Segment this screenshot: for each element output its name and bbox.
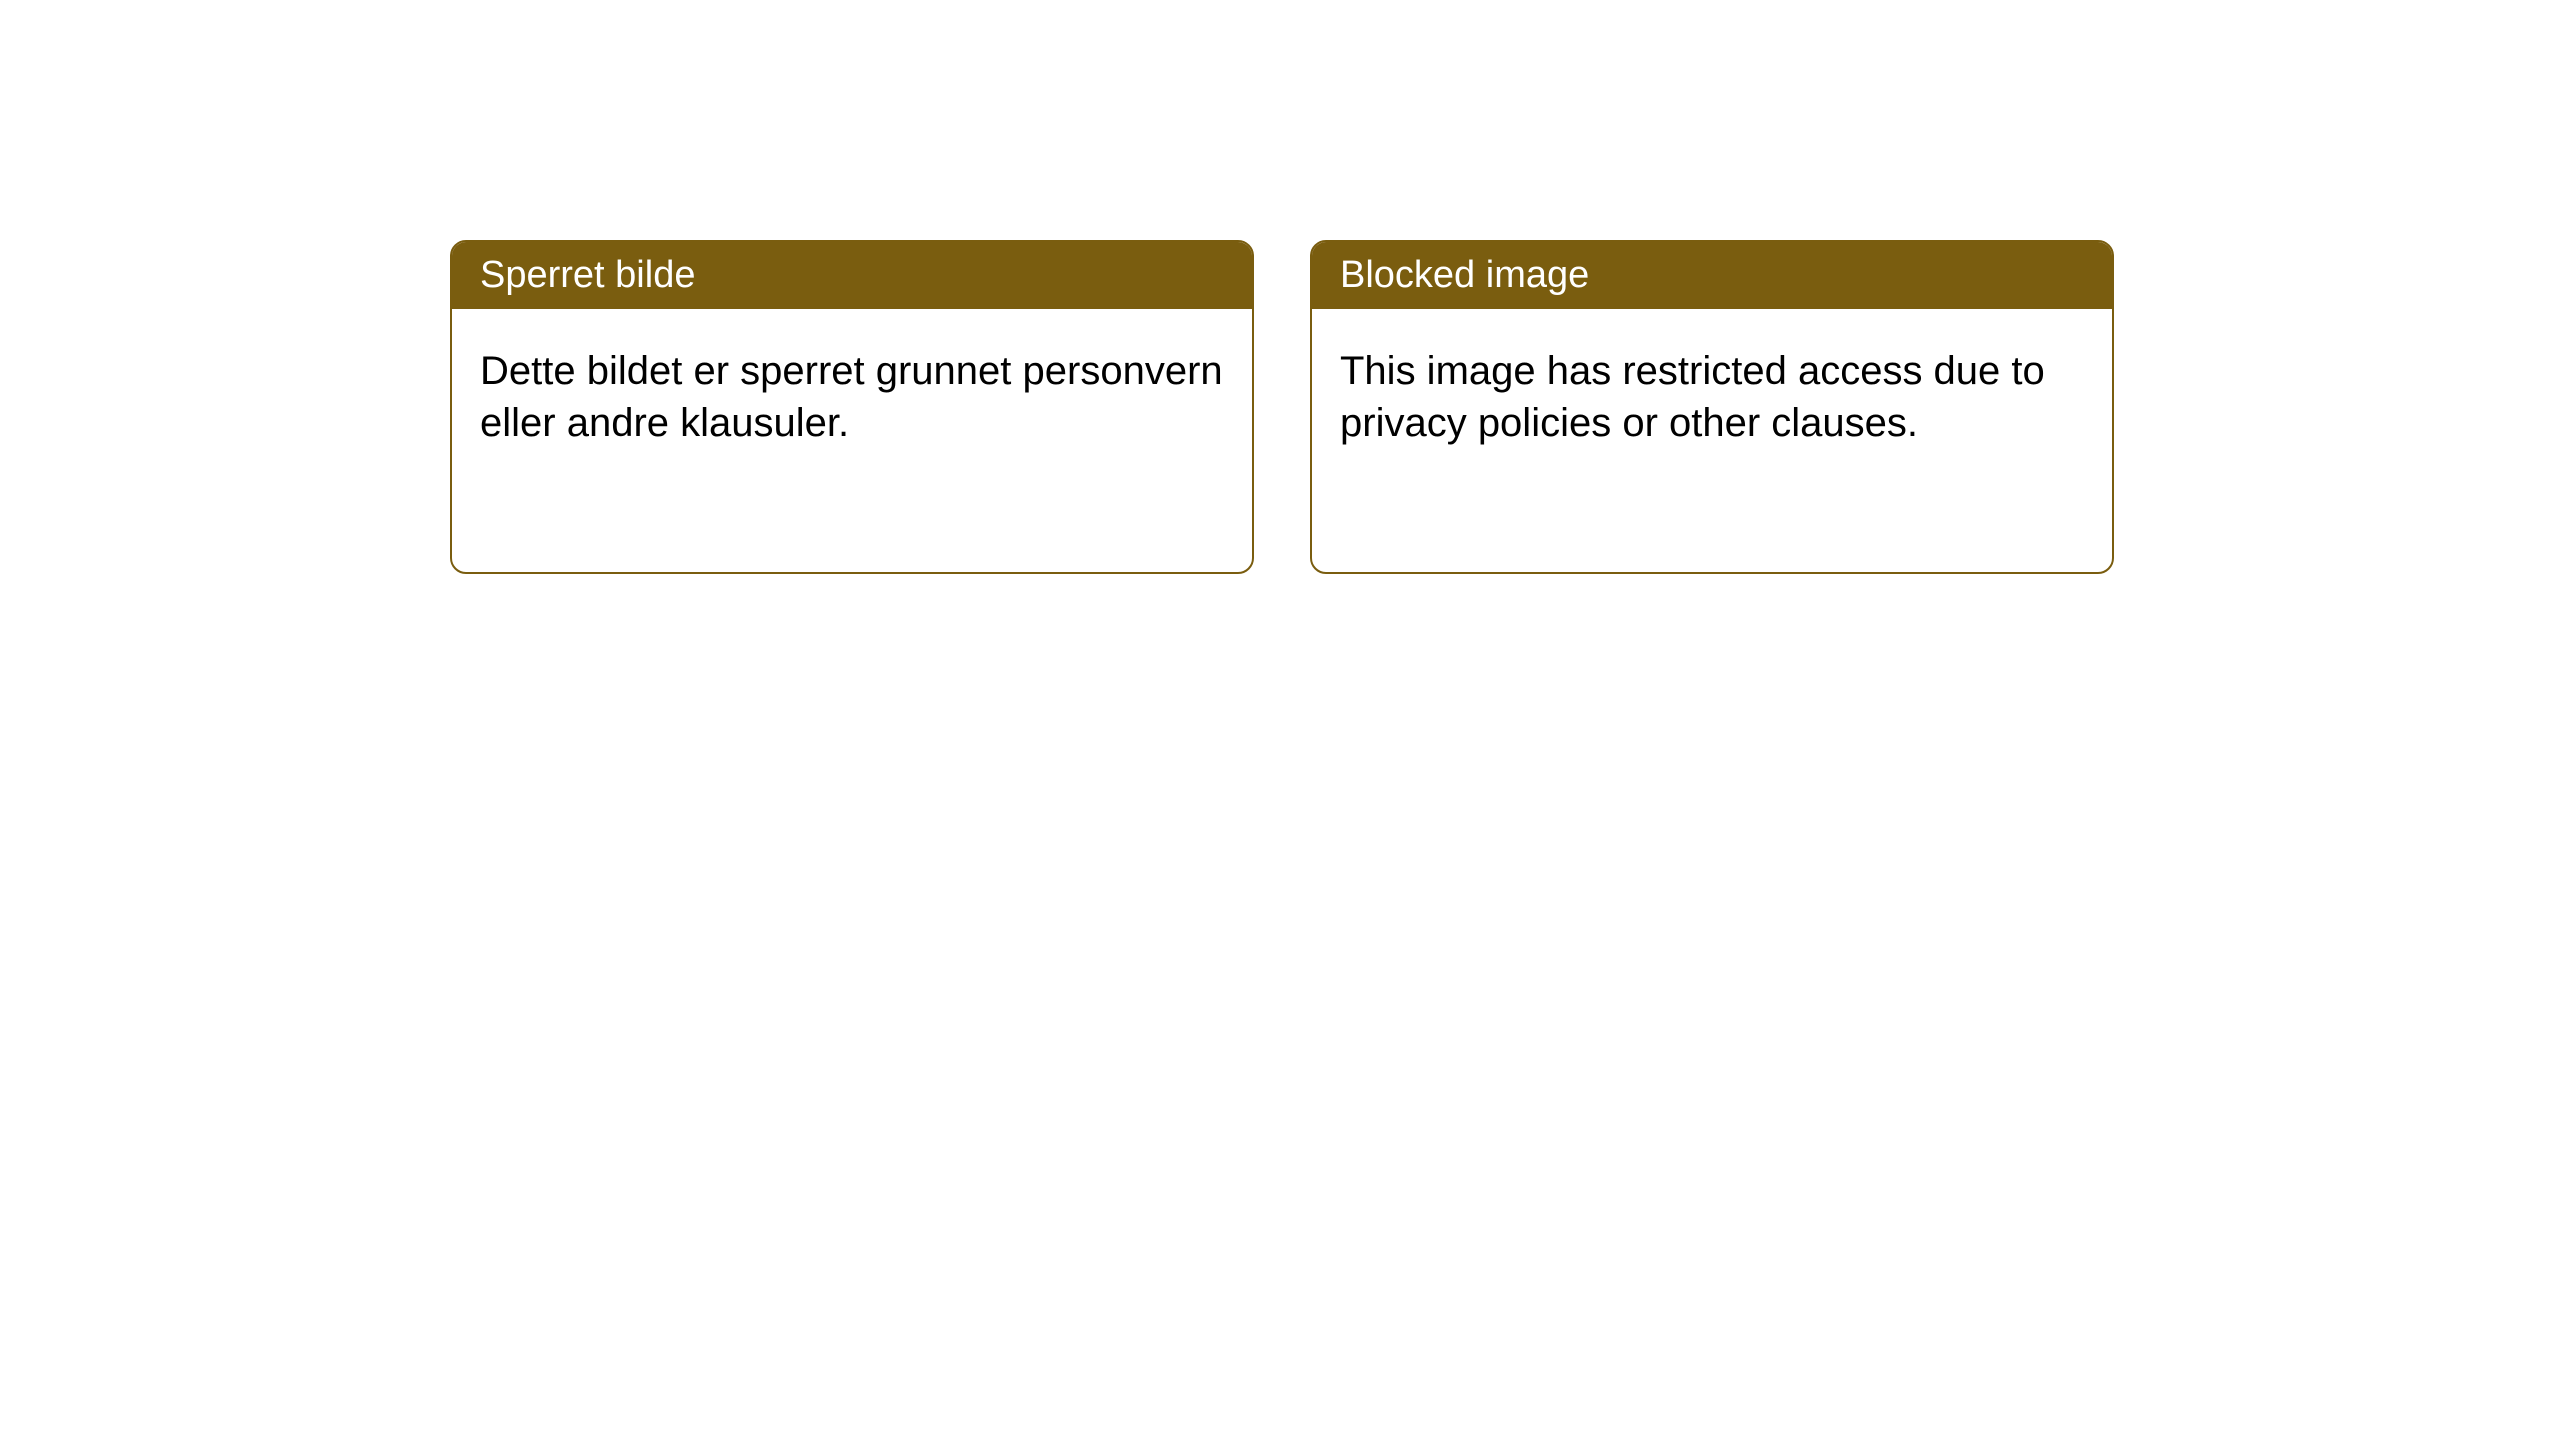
notice-container: Sperret bilde Dette bildet er sperret gr… [0,0,2560,574]
notice-text: This image has restricted access due to … [1340,349,2045,445]
notice-card-norwegian: Sperret bilde Dette bildet er sperret gr… [450,240,1254,574]
notice-text: Dette bildet er sperret grunnet personve… [480,349,1223,445]
notice-body: This image has restricted access due to … [1312,309,2112,485]
notice-title: Sperret bilde [480,254,695,296]
notice-body: Dette bildet er sperret grunnet personve… [452,309,1252,485]
notice-title: Blocked image [1340,254,1589,296]
notice-header: Blocked image [1312,242,2112,309]
notice-card-english: Blocked image This image has restricted … [1310,240,2114,574]
notice-header: Sperret bilde [452,242,1252,309]
